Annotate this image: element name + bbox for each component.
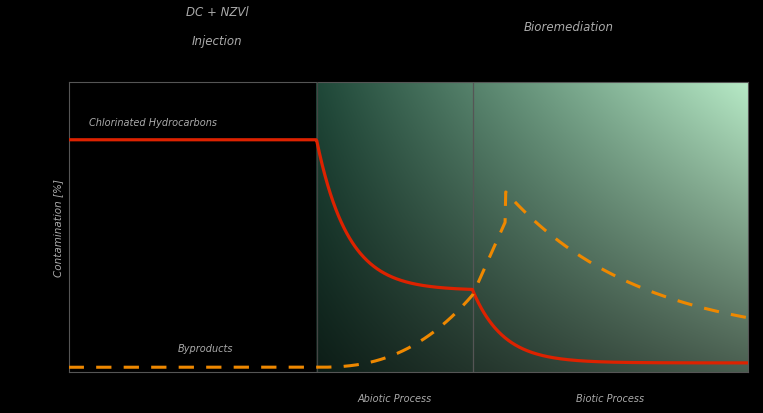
Text: Byproducts: Byproducts	[177, 344, 233, 354]
Text: Abiotic Process: Abiotic Process	[358, 393, 432, 403]
Text: DC + NZVl: DC + NZVl	[186, 6, 249, 19]
Text: Biotic Process: Biotic Process	[576, 393, 644, 403]
Y-axis label: Contamination [%]: Contamination [%]	[53, 178, 63, 276]
Text: Chlorinated Hydrocarbons: Chlorinated Hydrocarbons	[89, 118, 217, 128]
Text: Bioremediation: Bioremediation	[524, 21, 614, 33]
Text: Injection: Injection	[192, 35, 243, 48]
